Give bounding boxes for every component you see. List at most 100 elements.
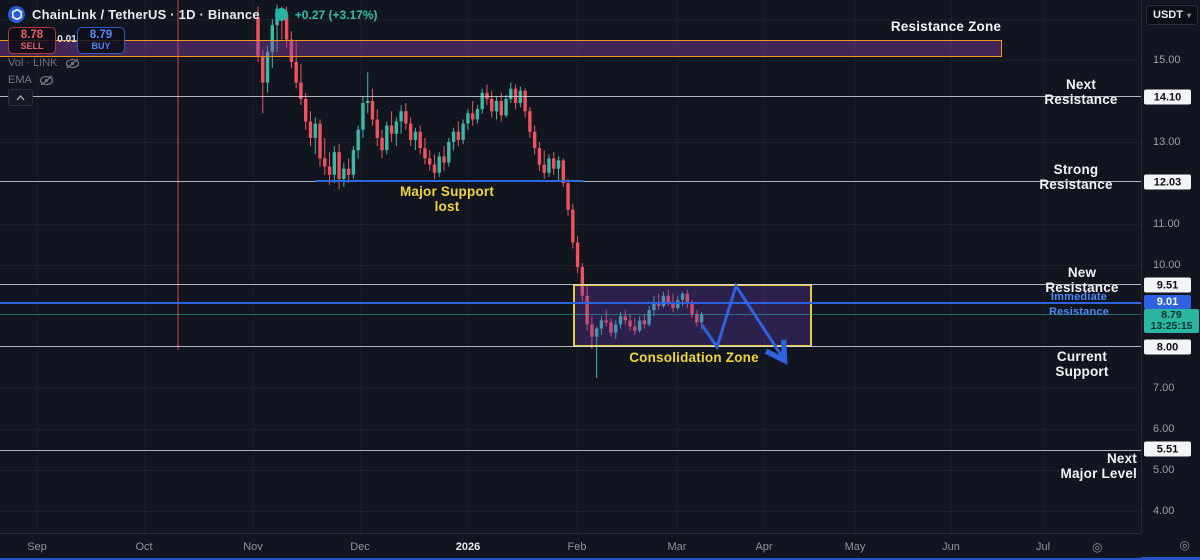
hide-eye-icon[interactable] <box>39 74 54 86</box>
candle <box>299 82 303 99</box>
collapse-panel-button[interactable] <box>8 89 33 106</box>
gridline-v <box>677 0 678 533</box>
gridline-v <box>360 0 361 533</box>
candle <box>332 152 337 175</box>
price-tick-label: 10.00 <box>1153 259 1181 271</box>
new-resistance-label[interactable]: New Resistance <box>1045 265 1119 295</box>
candle <box>428 158 432 165</box>
ema-indicator-row: EMA <box>8 74 54 86</box>
candle <box>413 131 418 140</box>
volume-indicator-row: Vol · LINK <box>8 57 80 69</box>
candle <box>571 209 575 243</box>
price-tick-label: 6.00 <box>1153 423 1175 435</box>
symbol-title[interactable]: ChainLink / TetherUS · 1D · Binance <box>32 7 260 22</box>
gridline-h <box>0 142 1141 143</box>
buy-button[interactable]: 8.79 BUY <box>77 27 125 54</box>
level-line-8-00[interactable] <box>0 346 1141 347</box>
major-support-trendline[interactable] <box>315 180 583 182</box>
candle <box>628 320 632 327</box>
strong-resistance-label[interactable]: Strong Resistance <box>1039 162 1113 192</box>
candle <box>480 92 484 110</box>
time-tick-label: Jul <box>1035 541 1051 553</box>
candle <box>633 326 637 331</box>
candle <box>680 293 685 300</box>
candle <box>346 168 351 175</box>
candle <box>504 98 508 116</box>
candle <box>461 123 465 140</box>
immediate-resistance-label[interactable]: Immediate Resistance <box>1048 291 1110 318</box>
ema-indicator-label: EMA <box>8 74 32 86</box>
next-major-level-label[interactable]: Next Major Level <box>1060 451 1137 481</box>
level-line-14-10[interactable] <box>0 96 1141 97</box>
level-line-9-01-immediate[interactable] <box>0 302 1141 304</box>
major-support-lost-label[interactable]: Major Support lost <box>399 184 495 214</box>
candle <box>361 103 365 130</box>
level-line-9-51[interactable] <box>0 284 1141 285</box>
consolidation-zone-rect[interactable] <box>573 284 812 347</box>
last-price-badge: 8.79 13:25:15 <box>1144 309 1199 333</box>
candle <box>447 142 451 163</box>
candle <box>509 88 513 99</box>
gridline-h <box>0 429 1141 430</box>
candle <box>256 16 260 56</box>
candle <box>490 98 494 112</box>
price-level-badge: 8.00 <box>1144 339 1191 355</box>
candle <box>695 314 699 323</box>
chart-pane[interactable]: Resistance Zone Next Resistance Strong R… <box>0 0 1141 533</box>
candle <box>647 310 651 325</box>
candle <box>642 320 647 325</box>
next-resistance-label[interactable]: Next Resistance <box>1044 77 1118 107</box>
candle <box>304 98 308 122</box>
candle <box>666 295 670 302</box>
time-tick-label: Feb <box>567 541 587 553</box>
candle <box>494 101 499 112</box>
candle <box>690 303 694 315</box>
candle <box>475 109 480 120</box>
candle <box>437 156 441 173</box>
level-line-5-51[interactable] <box>0 450 1141 451</box>
candle <box>404 111 408 124</box>
candle <box>661 295 666 306</box>
candle <box>442 156 446 163</box>
candle <box>284 14 289 40</box>
vertical-marker-line[interactable] <box>177 0 179 350</box>
candle <box>637 320 642 331</box>
candle <box>318 123 322 159</box>
candle <box>308 121 313 138</box>
candle <box>394 121 399 134</box>
bar-countdown: 13:25:15 <box>1150 320 1193 332</box>
gridline-h <box>0 388 1141 389</box>
candle <box>389 125 394 134</box>
scale-settings-icon[interactable]: ◎ <box>1179 538 1190 552</box>
candle <box>408 123 413 140</box>
candle <box>323 158 327 167</box>
currency-selector[interactable]: USDT ▾ <box>1146 5 1198 25</box>
resistance-zone-rect[interactable] <box>0 40 1002 57</box>
price-tick-label: 13.00 <box>1153 136 1181 148</box>
projection-arrow[interactable] <box>0 0 1141 533</box>
sell-button[interactable]: 8.78 SELL <box>8 27 56 54</box>
hide-eye-icon[interactable] <box>65 57 80 69</box>
current-support-label[interactable]: Current Support <box>1055 349 1109 379</box>
price-level-badge: 9.51 <box>1144 277 1191 293</box>
time-axis[interactable]: ◎ Sep Oct Nov Dec 2026 Feb Mar Apr May Jun Jul <box>0 533 1141 558</box>
consolidation-zone-label[interactable]: Consolidation Zone <box>629 350 759 365</box>
candle <box>528 111 532 132</box>
candle <box>604 320 608 323</box>
last-price-value: 8.79 <box>1161 309 1182 321</box>
chevron-down-icon: ▾ <box>1186 10 1191 20</box>
candle <box>590 324 594 337</box>
candle <box>375 119 379 138</box>
price-scale[interactable]: USDT ▾ 9.01 8.79 13:25:15 15.00 13.00 11.0… <box>1141 0 1200 533</box>
timescale-reset-icon[interactable]: ◎ <box>1092 540 1103 554</box>
price-tick-label: 15.00 <box>1153 54 1181 66</box>
gridline-v <box>1043 0 1044 533</box>
resistance-zone-label[interactable]: Resistance Zone <box>890 19 1002 34</box>
chainlink-logo-icon <box>8 6 25 23</box>
candle <box>585 295 589 325</box>
candle <box>623 316 627 321</box>
price-tick-label: 5.00 <box>1153 464 1175 476</box>
gridline-h <box>0 60 1141 61</box>
gridline-h <box>0 224 1141 225</box>
